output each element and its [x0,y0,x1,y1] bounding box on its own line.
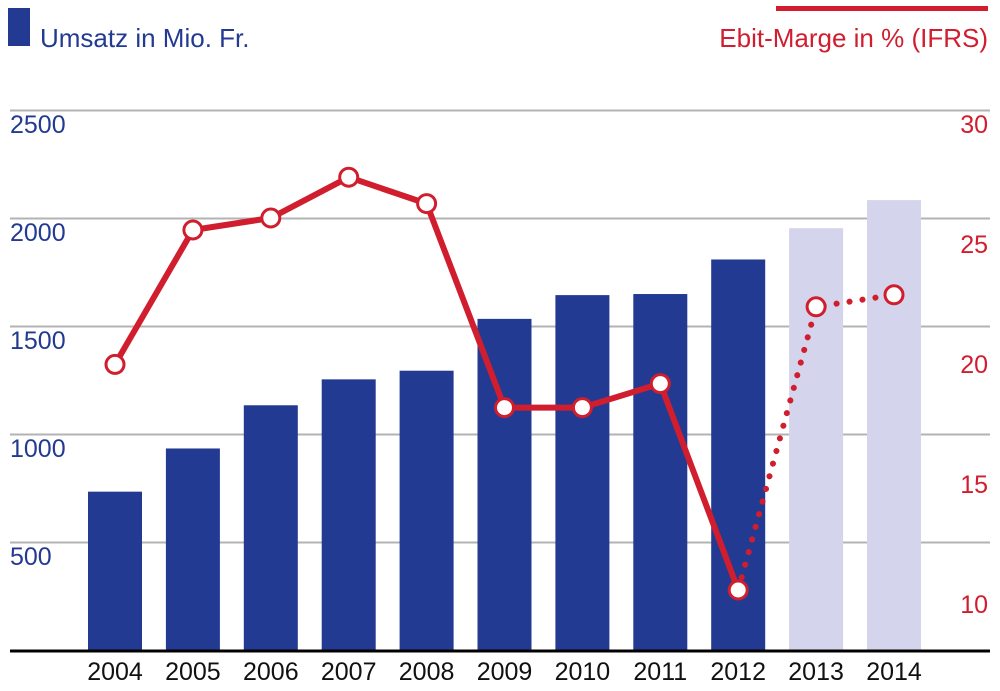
point-2005 [182,219,204,241]
x-tick-2012: 2012 [710,658,766,686]
bar-2004 [88,491,142,650]
bar-2005 [165,448,220,650]
bar-2006 [243,405,298,650]
x-tick-2005: 2005 [165,658,221,686]
x-tick-2014: 2014 [866,658,922,686]
y-left-tick: 2000 [10,219,66,247]
x-tick-2006: 2006 [243,658,299,686]
point-2012 [727,579,749,601]
x-tick-2013: 2013 [788,658,844,686]
y-right-tick: 10 [960,591,988,619]
x-tick-2009: 2009 [477,658,533,686]
y-right-tick: 15 [960,471,988,499]
point-2006 [260,207,282,229]
x-tick-2011: 2011 [633,658,687,686]
legend-bar-label: Umsatz in Mio. Fr. [40,23,249,53]
bar-2009 [477,318,532,650]
legend: Umsatz in Mio. Fr. Ebit-Marge in % (IFRS… [8,6,988,53]
y-right-tick-labels: 10 15 20 25 30 [960,111,988,619]
y-right-tick: 30 [960,111,988,139]
bar-2008 [399,370,454,650]
y-left-tick: 1000 [10,435,66,463]
point-2010 [571,397,593,419]
legend-bar-swatch [8,8,30,46]
x-tick-2010: 2010 [555,658,611,686]
point-2007 [338,166,360,188]
bar-2007 [321,379,376,650]
x-tick-labels: 2004 2005 2006 2007 2008 2009 2010 2011 2012 2013… [87,658,922,686]
point-2011 [649,373,671,395]
point-2004 [104,353,126,375]
y-right-tick: 20 [960,351,988,379]
legend-line-swatch [776,6,988,11]
y-left-tick-labels: 500 1000 1500 2000 2500 [10,111,66,571]
y-left-tick: 2500 [10,111,66,139]
point-2009 [494,397,515,419]
y-left-tick: 500 [10,543,52,571]
point-2014 [883,284,905,306]
line-series [104,166,905,601]
point-2013 [805,296,827,318]
y-right-tick: 25 [960,231,988,259]
bar-2014 [867,200,921,650]
y-left-tick: 1500 [10,327,66,355]
bar-series [88,200,921,651]
x-tick-2004: 2004 [87,658,143,686]
x-tick-2008: 2008 [399,658,455,686]
bar-2011 [633,294,688,650]
legend-line-label: Ebit-Marge in % (IFRS) [719,23,988,53]
bar-2013 [789,228,844,651]
x-tick-2007: 2007 [321,658,377,686]
point-2008 [416,193,438,215]
bar-2010 [555,295,610,650]
